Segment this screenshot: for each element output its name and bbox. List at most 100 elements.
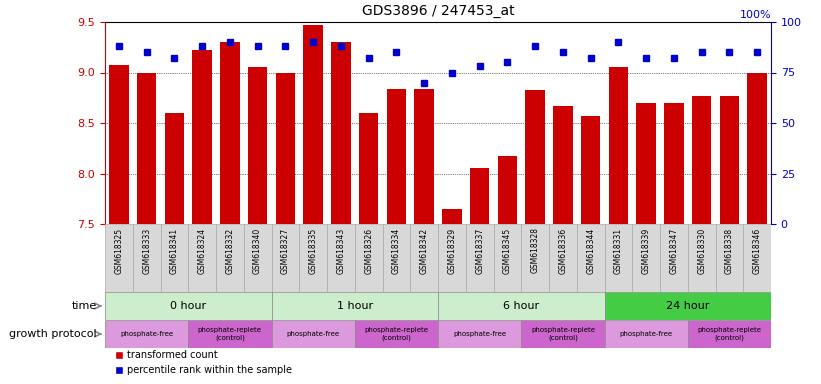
Text: 24 hour: 24 hour [666, 301, 709, 311]
Bar [387, 89, 406, 224]
Legend: transformed count, percentile rank within the sample: transformed count, percentile rank withi… [110, 346, 296, 379]
Text: GSM618328: GSM618328 [530, 227, 539, 273]
Text: phosphate-replete
(control): phosphate-replete (control) [198, 327, 262, 341]
Text: GSM618342: GSM618342 [420, 227, 429, 273]
Bar [581, 116, 600, 224]
Bar [608, 68, 628, 224]
Text: phosphate-replete
(control): phosphate-replete (control) [531, 327, 595, 341]
Bar [720, 96, 739, 224]
Text: 6 hour: 6 hour [503, 301, 539, 311]
Bar [137, 73, 156, 224]
Bar [466, 224, 493, 292]
Text: GSM618331: GSM618331 [614, 227, 623, 273]
Text: 0 hour: 0 hour [170, 301, 206, 311]
Bar [188, 320, 272, 348]
Text: GSM618346: GSM618346 [753, 227, 762, 274]
Text: GSM618343: GSM618343 [337, 227, 346, 274]
Bar [216, 224, 244, 292]
Bar [109, 65, 129, 224]
Bar [443, 209, 461, 224]
Bar [299, 224, 327, 292]
Text: GSM618333: GSM618333 [142, 227, 151, 274]
Bar [715, 224, 743, 292]
Text: phosphate-free: phosphate-free [453, 331, 507, 337]
Bar [493, 224, 521, 292]
Bar [604, 292, 771, 320]
Bar [438, 292, 604, 320]
Bar [521, 224, 549, 292]
Text: GSM618347: GSM618347 [669, 227, 678, 274]
Bar [410, 224, 438, 292]
Text: GSM618325: GSM618325 [114, 227, 123, 273]
Bar [355, 320, 438, 348]
Bar [688, 320, 771, 348]
Bar [636, 103, 656, 224]
Bar [576, 224, 604, 292]
Bar [415, 89, 433, 224]
Bar [743, 224, 771, 292]
Text: GSM618330: GSM618330 [697, 227, 706, 274]
Text: GSM618332: GSM618332 [226, 227, 234, 273]
Bar [327, 224, 355, 292]
Bar [438, 320, 521, 348]
Text: phosphate-replete
(control): phosphate-replete (control) [365, 327, 429, 341]
Text: GSM618335: GSM618335 [309, 227, 318, 274]
Bar [664, 103, 684, 224]
Bar [248, 68, 268, 224]
Text: growth protocol: growth protocol [9, 329, 97, 339]
Text: GSM618329: GSM618329 [447, 227, 456, 273]
Bar [383, 224, 410, 292]
Text: phosphate-free: phosphate-free [620, 331, 672, 337]
Text: phosphate-free: phosphate-free [120, 331, 173, 337]
Bar [272, 292, 438, 320]
Bar [632, 224, 660, 292]
Text: GSM618326: GSM618326 [365, 227, 373, 273]
Bar [304, 25, 323, 224]
Text: GDS3896 / 247453_at: GDS3896 / 247453_at [362, 4, 514, 18]
Text: GSM618345: GSM618345 [503, 227, 511, 274]
Bar [521, 320, 604, 348]
Bar [272, 320, 355, 348]
Bar [244, 224, 272, 292]
Text: phosphate-free: phosphate-free [287, 331, 340, 337]
Text: GSM618340: GSM618340 [253, 227, 262, 274]
Text: GSM618338: GSM618338 [725, 227, 734, 273]
Bar [105, 320, 188, 348]
Bar [105, 224, 133, 292]
Bar [549, 224, 576, 292]
Bar [160, 224, 188, 292]
Bar [276, 73, 295, 224]
Text: GSM618344: GSM618344 [586, 227, 595, 274]
Bar [604, 224, 632, 292]
Bar [525, 90, 545, 224]
Bar [188, 224, 216, 292]
Bar [359, 113, 378, 224]
Bar [660, 224, 688, 292]
Text: 1 hour: 1 hour [337, 301, 373, 311]
Bar [553, 106, 572, 224]
Text: GSM618339: GSM618339 [642, 227, 650, 274]
Bar [470, 169, 489, 224]
Text: GSM618334: GSM618334 [392, 227, 401, 274]
Bar [355, 224, 383, 292]
Text: GSM618341: GSM618341 [170, 227, 179, 273]
Bar [331, 42, 351, 224]
Bar [272, 224, 299, 292]
Text: GSM618336: GSM618336 [558, 227, 567, 274]
Text: GSM618337: GSM618337 [475, 227, 484, 274]
Bar [604, 320, 688, 348]
Text: 100%: 100% [740, 10, 771, 20]
Bar [692, 96, 711, 224]
Bar [498, 156, 517, 224]
Bar [165, 113, 184, 224]
Text: phosphate-replete
(control): phosphate-replete (control) [697, 327, 761, 341]
Bar [688, 224, 715, 292]
Text: GSM618327: GSM618327 [281, 227, 290, 273]
Bar [192, 50, 212, 224]
Bar [105, 292, 272, 320]
Text: GSM618324: GSM618324 [198, 227, 207, 273]
Bar [133, 224, 160, 292]
Bar [220, 42, 240, 224]
Text: time: time [71, 301, 97, 311]
Bar [747, 73, 767, 224]
